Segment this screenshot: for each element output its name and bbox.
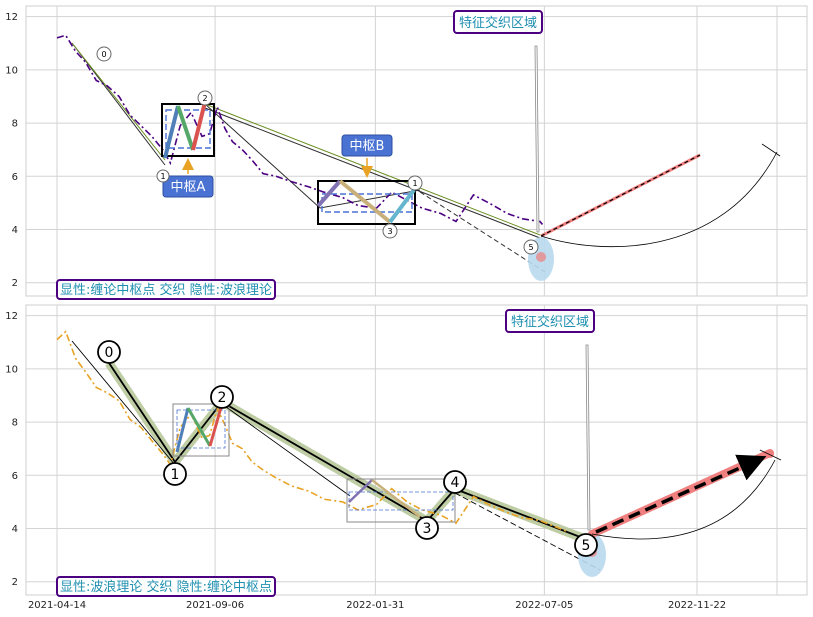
bottom-legend: 显性:波浪理论 交织 隐性:缠论中枢点 (60, 579, 272, 595)
bottom-y-tick-label: 8 (12, 418, 18, 429)
bottom-wave-point-4 (443, 470, 467, 494)
x-tick-label: 2022-07-05 (515, 600, 573, 611)
top-legend-box (56, 279, 276, 300)
bottom-projection-end-dot (766, 450, 774, 458)
bottom-trend-line (71, 340, 351, 497)
top-wave-point-2-label: 2 (202, 94, 207, 103)
bottom-wave-point-4-label: 4 (451, 475, 460, 491)
bottom-wave-point-0-label: 0 (105, 345, 114, 361)
top-legend: 显性:缠论中枢点 交织 隐性:波浪理论 (60, 282, 272, 298)
zhongshu-b-stroke-purple (316, 179, 342, 208)
bottom-wave-point-3 (415, 516, 439, 540)
bottom-wave-point-5 (574, 533, 598, 557)
x-tick-label: 2022-11-22 (668, 600, 726, 611)
top-feature-callout: 特征交织区域 (459, 15, 537, 31)
top-projection-arc-tip (761, 143, 781, 157)
top-target-dot (536, 252, 546, 262)
bottom-wave-point-3-label: 3 (423, 521, 432, 537)
bottom-panel-frame (25, 304, 808, 596)
x-tick-label: 2021-04-14 (28, 600, 86, 611)
zhongshu-b-box (317, 180, 416, 225)
zhongshu-b-label: 中枢B (350, 139, 385, 154)
bottom-y-ticks: 2 4 6 8 10 12 (5, 311, 18, 588)
top-y-tick-label: 6 (12, 172, 18, 183)
top-wave-point-5 (523, 239, 539, 255)
bottom-y-tick-label: 2 (12, 577, 18, 588)
x-tick-label: 2021-09-06 (186, 600, 244, 611)
bottom-trend-dash (454, 492, 601, 571)
top-wave-point-0-label: 0 (101, 50, 106, 59)
bottom-wave-point-1 (163, 462, 187, 486)
zhongshu-a-stroke-blue (163, 105, 180, 159)
bottom-zhongshu-b-stroke-purple (348, 479, 373, 503)
top-wave-point-1 (156, 169, 170, 183)
bottom-legend-box (56, 576, 276, 597)
top-wave-point-4 (407, 175, 423, 191)
bottom-price-series (56, 330, 567, 532)
x-ticks: 2021-04-14 2021-09-06 2022-01-31 2022-07-05… (28, 600, 726, 611)
top-vertical-marker (534, 45, 540, 233)
bottom-wave-point-1-label: 1 (171, 467, 180, 483)
top-wave-point-0 (96, 46, 112, 62)
top-y-tick-label: 4 (12, 225, 18, 236)
bottom-zhongshu-a-inner (176, 409, 226, 449)
top-wave-point-2 (197, 90, 213, 106)
top-y-tick-label: 10 (5, 65, 18, 76)
zhongshu-a-label: 中枢A (171, 180, 206, 195)
x-tick-label: 2022-01-31 (346, 600, 404, 611)
bottom-y-tick-label: 4 (12, 524, 18, 535)
bottom-y-tick-label: 10 (5, 364, 18, 375)
bottom-y-tick-label: 6 (12, 471, 18, 482)
bottom-projection-arrow (595, 454, 767, 534)
top-wave-point-3-label: 3 (387, 227, 392, 236)
top-wave-point-5-label: 5 (528, 243, 533, 252)
top-wave-points: 0 1 2 3 1 5 (96, 46, 539, 255)
top-price-series (56, 34, 546, 228)
zhongshu-b-label-box (341, 134, 393, 157)
top-wave-point-1-label: 1 (160, 172, 165, 181)
top-wave-point-4-label: 1 (412, 179, 417, 188)
top-panel-frame (25, 5, 808, 297)
bottom-projection-arc-tip (759, 449, 782, 461)
zhongshu-b-stroke-cyan (388, 188, 416, 224)
zhongshu-a-inner (165, 109, 211, 149)
bottom-wave-point-2 (210, 385, 234, 409)
bottom-wave-point-2-label: 2 (218, 390, 227, 406)
bottom-y-tick-label: 12 (5, 311, 18, 322)
bottom-projection-arc (591, 459, 776, 540)
top-y-ticks: 2 4 6 8 10 12 (5, 12, 18, 289)
zhongshu-a-box (161, 103, 215, 157)
bottom-wave-point-0 (97, 340, 121, 364)
bottom-feature-callout-box (505, 309, 595, 333)
top-feature-callout-box (453, 10, 543, 34)
top-grid (26, 6, 807, 296)
top-projection-arc (540, 151, 778, 248)
top-wave-point-3 (382, 223, 398, 239)
bottom-feature-callout: 特征交织区域 (511, 314, 589, 330)
zhongshu-a-label-box (162, 175, 214, 198)
zhongshu-b-stroke-tan (338, 179, 392, 224)
top-y-tick-label: 8 (12, 119, 18, 130)
bottom-zhongshu-b-stroke-tan (371, 479, 421, 518)
bottom-zhongshu-a-stroke-red (208, 403, 224, 447)
top-y-tick-label: 12 (5, 12, 18, 23)
bottom-wave-points: 0 1 2 3 4 5 (97, 340, 598, 557)
bottom-wave-point-5-label: 5 (582, 538, 591, 554)
bottom-zhongshu-b-box (346, 478, 456, 523)
top-y-tick-label: 2 (12, 278, 18, 289)
bottom-vertical-marker (585, 344, 591, 531)
bottom-zhongshu-a-stroke-blue (175, 407, 190, 453)
bottom-zhongshu-a-stroke-green (186, 407, 212, 447)
bottom-zhongshu-a-box (172, 403, 230, 457)
top-projection-dash (540, 154, 701, 237)
zhongshu-a-stroke-green (176, 105, 195, 151)
bottom-wave-line (108, 362, 589, 541)
zhongshu-a-stroke-red (191, 101, 207, 151)
